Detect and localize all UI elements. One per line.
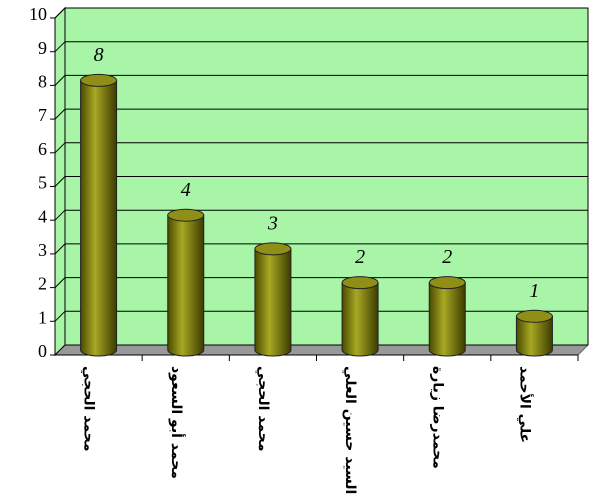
bar <box>428 276 466 357</box>
value-label: 3 <box>267 212 278 234</box>
x-tick-label: علي الأحمد <box>516 366 533 443</box>
bar <box>80 73 118 357</box>
grid-line-side <box>54 176 66 187</box>
x-tick-label: محمد الحجي <box>255 366 271 452</box>
grid-line-side <box>54 7 66 19</box>
bar-top <box>428 276 466 290</box>
grid-line-side <box>54 108 66 120</box>
x-tick-label: محمد أبو السعود <box>168 366 186 479</box>
grid-line-side <box>54 310 66 322</box>
value-label: 4 <box>181 179 191 201</box>
grid-line-side <box>54 243 66 255</box>
floor <box>53 344 590 356</box>
value-label: 2 <box>355 246 365 268</box>
bar-top <box>167 208 205 222</box>
y-tick-label: 9 <box>38 38 47 58</box>
grid-line-side <box>54 344 66 356</box>
grid-line-side <box>54 41 66 53</box>
bar-top <box>80 73 118 87</box>
y-tick-label: 4 <box>38 206 47 226</box>
bar <box>341 276 379 357</box>
bar-body <box>254 248 292 357</box>
bar-top <box>254 242 292 256</box>
y-tick-label: 10 <box>29 4 47 24</box>
bar <box>167 208 205 357</box>
bar <box>515 309 553 357</box>
y-tick-label: 8 <box>38 72 47 92</box>
grid-line-side <box>54 142 66 154</box>
x-tick-label: محمد الحجي <box>81 366 97 452</box>
x-tick-label: السيد حسين العلي <box>342 366 358 494</box>
bar-top <box>341 276 379 290</box>
y-tick-label: 5 <box>38 173 47 193</box>
y-tick-label: 7 <box>38 105 47 125</box>
bar <box>254 242 292 357</box>
value-label: 1 <box>529 280 539 302</box>
bar-top <box>515 309 553 323</box>
y-tick-label: 0 <box>38 341 47 361</box>
grid-line-side <box>54 209 66 221</box>
bar-body <box>428 282 466 357</box>
bar-body <box>167 214 205 357</box>
bar-body <box>80 79 118 357</box>
value-label: 2 <box>442 246 452 268</box>
grid-line-side <box>54 75 66 86</box>
y-tick-label: 3 <box>38 240 47 260</box>
bar-body <box>515 315 553 357</box>
value-label: 8 <box>94 44 104 66</box>
x-tick-label: محمدرضا زيارة <box>429 366 445 469</box>
grid-line-side <box>54 277 66 288</box>
y-tick-label: 1 <box>38 307 47 327</box>
y-tick-label: 6 <box>38 139 47 159</box>
bar-body <box>341 282 379 357</box>
y-tick-label: 2 <box>38 274 47 294</box>
